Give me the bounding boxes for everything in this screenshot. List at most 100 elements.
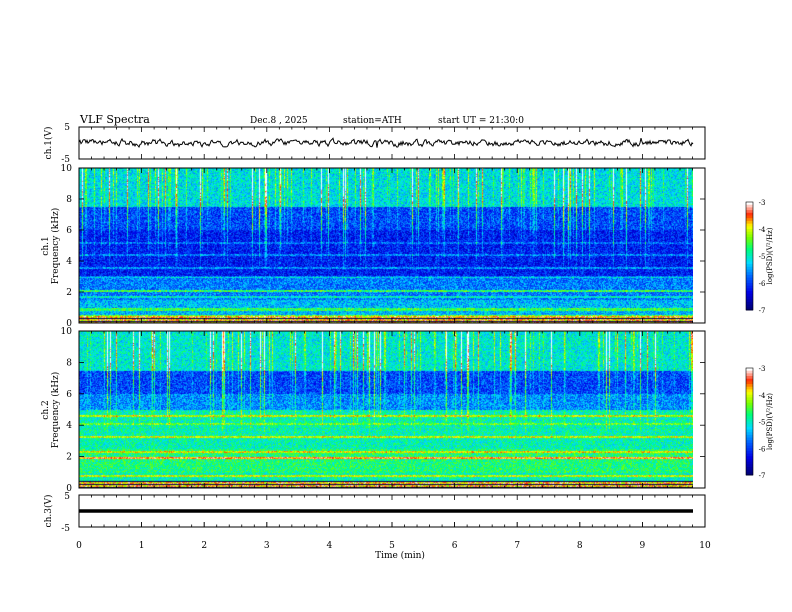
ch1-ytick-bottom: -5 bbox=[61, 155, 70, 165]
colorbar-swatch bbox=[746, 448, 753, 452]
colorbar-swatch bbox=[746, 264, 753, 268]
ch2-ytick-label: 10 bbox=[61, 327, 73, 337]
colorbar-swatch bbox=[746, 274, 753, 279]
ch1-ytick-label: 8 bbox=[66, 195, 72, 205]
ch1-ytick-label: 6 bbox=[66, 226, 72, 236]
colorbar-swatch bbox=[746, 405, 753, 409]
colorbar-swatch bbox=[746, 378, 753, 382]
colorbar-swatch bbox=[746, 458, 753, 463]
ch1-ytick-top: 5 bbox=[64, 123, 70, 133]
colorbar-swatch bbox=[746, 266, 753, 270]
colorbar-swatch bbox=[746, 256, 753, 260]
colorbar-swatch bbox=[746, 400, 753, 404]
colorbar-swatch bbox=[746, 426, 753, 431]
colorbar-swatch bbox=[746, 291, 753, 295]
x-tick-label: 2 bbox=[201, 541, 207, 551]
colorbar-swatch bbox=[746, 408, 753, 412]
colorbar-swatch bbox=[746, 397, 753, 401]
x-tick-label: 4 bbox=[327, 541, 333, 551]
colorbar-swatch bbox=[746, 421, 753, 425]
colorbar-swatch bbox=[746, 453, 753, 457]
colorbar-swatch bbox=[746, 434, 753, 439]
colorbar-swatch bbox=[746, 381, 753, 385]
colorbar-swatch bbox=[746, 229, 753, 233]
colorbar-swatch bbox=[746, 285, 753, 289]
ch1-ylabel: ch.1(V) bbox=[43, 127, 54, 160]
colorbar-swatch bbox=[746, 304, 753, 308]
colorbar-swatch bbox=[746, 464, 753, 468]
colorbar-label: log(PSD)(V²/Hz) bbox=[766, 393, 774, 450]
ch2-ytick-label: 8 bbox=[66, 358, 72, 368]
colorbar-swatch bbox=[746, 442, 753, 447]
ch2-ytick-label: 2 bbox=[66, 453, 72, 463]
colorbar-swatch bbox=[746, 283, 753, 287]
colorbar-swatch bbox=[746, 250, 753, 254]
station-label: station=ATH bbox=[343, 116, 402, 126]
colorbar-swatch bbox=[746, 212, 753, 216]
ch1-ytick-label: 2 bbox=[66, 288, 72, 298]
colorbar-swatch bbox=[746, 450, 753, 455]
colorbar-swatch bbox=[746, 223, 753, 227]
ch3-waveform-panel: 5 -5 ch.3(V) 0 1 2 3 4 5 6 7 8 9 10 Time (min) bbox=[43, 492, 711, 561]
colorbar-swatch bbox=[746, 204, 753, 208]
colorbar-swatch bbox=[746, 424, 753, 428]
figure-title: VLF Spectra bbox=[79, 113, 150, 126]
x-tick-label: 9 bbox=[640, 541, 646, 551]
ch2-spectrogram-panel: 0 2 4 6 8 10 ch.2 Frequency (kHz) -3 -4 -5 -6 -7 l… bbox=[41, 327, 774, 494]
colorbar-swatch bbox=[746, 389, 753, 393]
ch1-ytick-label: 0 bbox=[66, 319, 72, 329]
x-tick-label: 3 bbox=[264, 541, 270, 551]
colorbar-swatch bbox=[746, 293, 753, 297]
ch1-spectrogram-image bbox=[79, 168, 693, 323]
colorbar-swatch bbox=[746, 296, 753, 300]
start-time-label: start UT = 21:30:0 bbox=[438, 116, 524, 126]
colorbar-swatch bbox=[746, 410, 753, 414]
colorbar-swatch bbox=[746, 373, 753, 377]
colorbar-frame bbox=[745, 367, 754, 476]
colorbar-tick-label: -3 bbox=[759, 199, 766, 207]
colorbar-swatch bbox=[746, 202, 753, 206]
colorbar-swatch bbox=[746, 280, 753, 284]
ch2-colorbar: -3 -4 -5 -6 -7 log(PSD)(V²/Hz) bbox=[745, 365, 774, 480]
colorbar-swatch bbox=[746, 242, 753, 246]
colorbar-swatch bbox=[746, 210, 753, 214]
ch2-ylabel-channel: ch.2 bbox=[41, 400, 51, 419]
colorbar-label: log(PSD)(V²/Hz) bbox=[766, 227, 774, 284]
colorbar-swatch bbox=[746, 272, 753, 276]
ch2-ytick-label: 6 bbox=[66, 390, 72, 400]
colorbar-frame bbox=[745, 201, 754, 311]
ch3-ytick-top: 5 bbox=[64, 492, 70, 502]
colorbar-swatch bbox=[746, 220, 753, 225]
ch2-spectrogram-image bbox=[79, 331, 693, 488]
ch1-ylabel-channel: ch.1 bbox=[41, 236, 51, 255]
colorbar-swatch bbox=[746, 429, 753, 433]
colorbar-tick-label: -4 bbox=[759, 226, 766, 234]
colorbar-swatch bbox=[746, 437, 753, 441]
colorbar-swatch bbox=[746, 237, 753, 241]
colorbar-swatch bbox=[746, 247, 753, 252]
colorbar-swatch bbox=[746, 307, 753, 311]
ch2-ytick-label: 4 bbox=[66, 421, 72, 431]
colorbar-swatch bbox=[746, 258, 753, 262]
colorbar-swatch bbox=[746, 301, 753, 306]
colorbar-swatch bbox=[746, 253, 753, 257]
colorbar-swatch bbox=[746, 384, 753, 388]
colorbar-swatch bbox=[746, 245, 753, 249]
colorbar-swatch bbox=[746, 368, 753, 372]
colorbar-swatch bbox=[746, 376, 753, 380]
colorbar-swatch bbox=[746, 218, 753, 222]
colorbar-tick-label: -6 bbox=[759, 280, 766, 288]
colorbar-swatch bbox=[746, 432, 753, 436]
ch3-ylabel: ch.3(V) bbox=[43, 495, 54, 528]
x-tick-label: 1 bbox=[139, 541, 145, 551]
x-tick-label: 0 bbox=[76, 541, 82, 551]
x-tick-label: 6 bbox=[452, 541, 458, 551]
date-label: Dec.8 , 2025 bbox=[250, 116, 308, 126]
colorbar-swatch bbox=[746, 261, 753, 265]
colorbar-swatch bbox=[746, 370, 753, 374]
colorbar-swatch bbox=[746, 392, 753, 396]
x-axis-label: Time (min) bbox=[375, 550, 425, 561]
colorbar-swatch bbox=[746, 288, 753, 292]
ch1-signal-trace bbox=[78, 137, 694, 149]
